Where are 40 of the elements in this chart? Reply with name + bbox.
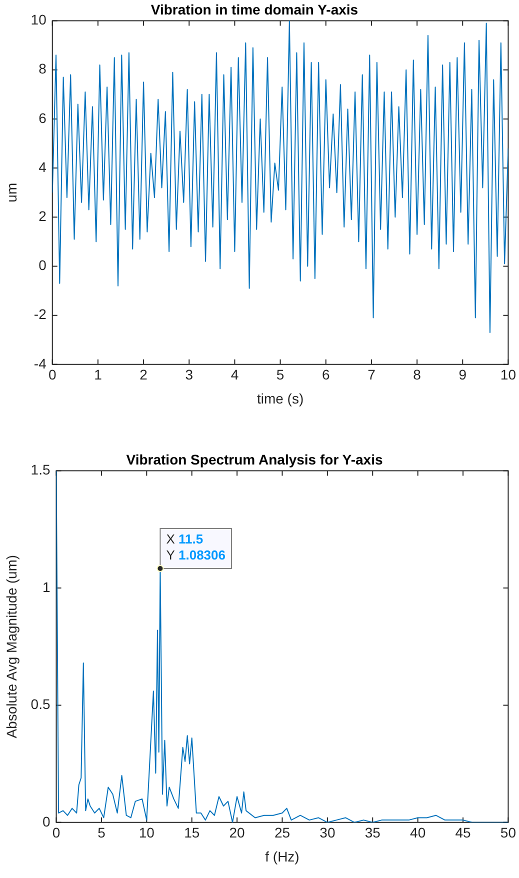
x-tick-label: 50	[500, 824, 516, 841]
x-axis-title: f (Hz)	[265, 848, 300, 864]
y-tick-label: 0	[38, 257, 47, 274]
x-axis-title: time (s)	[256, 390, 304, 406]
x-tick-label: 10	[138, 824, 155, 841]
y-tick-label: 10	[30, 12, 47, 28]
chart-title: Vibration Spectrum Analysis for Y-axis	[126, 451, 383, 468]
x-tick-label: 4	[230, 366, 239, 383]
x-tick-label: 2	[140, 366, 148, 383]
x-tick-label: 7	[368, 366, 376, 383]
y-tick-label: 1.5	[30, 462, 50, 478]
y-axis-title: um	[3, 182, 20, 202]
y-tick-label: 8	[38, 60, 47, 77]
y-tick-label: 0.5	[30, 696, 50, 712]
x-tick-label: 30	[320, 824, 336, 841]
x-tick-label: 6	[322, 366, 330, 383]
y-tick-label: 0	[42, 813, 50, 830]
x-tick-label: 20	[229, 824, 246, 841]
chart-title: Vibration in time domain Y-axis	[150, 1, 358, 18]
annotation: X 11.5 Y 1.08306	[166, 532, 226, 563]
x-tick-label: 5	[276, 366, 284, 383]
x-tick-label: 45	[455, 824, 472, 841]
y-axis-title: Absolute Avg Magnitude (um)	[3, 554, 20, 738]
x-tick-label: 1	[94, 366, 102, 383]
y-tick-label: 1	[42, 578, 50, 595]
x-tick-label: 3	[185, 366, 194, 383]
x-tick-label: 15	[184, 824, 200, 841]
x-tick-label: 9	[458, 366, 467, 383]
y-tick-label: 6	[38, 110, 47, 126]
y-tick-label: 2	[38, 208, 47, 224]
y-tick-label: 4	[38, 158, 47, 175]
y-tick-label: -2	[34, 306, 47, 322]
x-tick-label: 40	[410, 824, 426, 841]
x-tick-label: 25	[274, 824, 290, 841]
x-tick-label: 10	[500, 366, 516, 383]
y-tick-label: -4	[34, 355, 47, 372]
x-tick-label: 5	[98, 824, 106, 841]
x-tick-label: 35	[364, 824, 381, 841]
x-tick-label: 0	[52, 824, 60, 841]
x-tick-label: 8	[413, 366, 422, 383]
